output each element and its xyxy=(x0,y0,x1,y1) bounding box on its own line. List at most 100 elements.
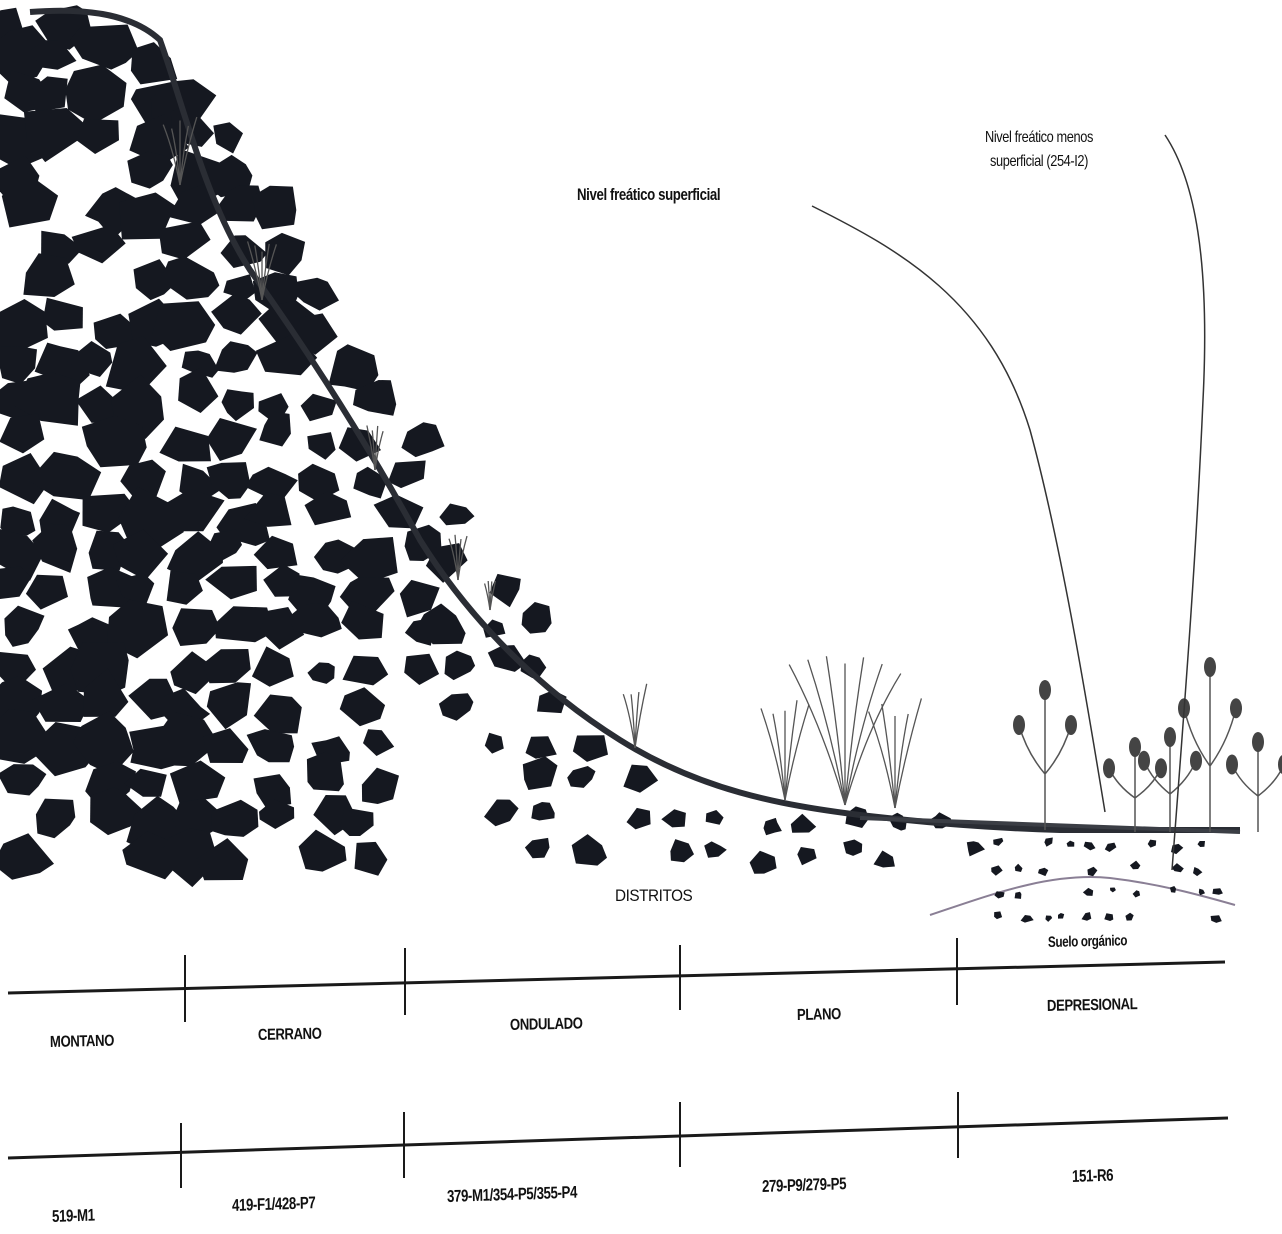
district-code-cerrano: 419-F1/428-P7 xyxy=(231,1193,316,1215)
grass-tuft xyxy=(867,698,923,809)
rock-fragment xyxy=(444,650,476,681)
rock-fragment xyxy=(873,850,895,868)
rock-fragment xyxy=(0,413,45,454)
grass-tuft xyxy=(788,656,902,806)
rock-fragment xyxy=(749,850,777,874)
rock-fragment xyxy=(166,531,223,583)
rock-fragment xyxy=(626,807,651,830)
rock-fragment xyxy=(1193,867,1203,877)
rock-fragment xyxy=(489,573,521,608)
rock-fragment xyxy=(253,535,298,570)
rock-fragment xyxy=(289,603,342,638)
rock-fragment xyxy=(83,668,129,717)
grass-tuft xyxy=(448,534,468,581)
rock-fragment xyxy=(181,350,219,378)
rock-fragment xyxy=(298,829,347,872)
rock-fragment xyxy=(202,649,251,684)
rock-fragment xyxy=(571,834,607,866)
rock-fragment xyxy=(0,566,32,599)
marsh-plant xyxy=(1013,680,1077,830)
organic-soil-label: Suelo orgánico xyxy=(1047,932,1128,951)
water-table-deeper-pointer xyxy=(1164,134,1206,871)
rock-fragment xyxy=(13,372,81,426)
rock-fragment xyxy=(87,566,137,608)
rock-fragment xyxy=(221,389,254,422)
rock-fragment xyxy=(105,336,167,394)
rock-fragment xyxy=(1014,863,1023,872)
rock-fragment xyxy=(404,653,440,685)
rock-fragment xyxy=(1212,888,1223,895)
rock-fragment xyxy=(82,493,138,533)
rock-fragment xyxy=(65,64,127,124)
rock-fragment xyxy=(1132,890,1141,898)
rock-fragment xyxy=(1045,915,1053,922)
rock-fragment xyxy=(30,40,77,70)
district-name-montano: MONTANO xyxy=(49,1032,115,1051)
rock-fragment xyxy=(790,813,817,833)
rock-fragment xyxy=(251,646,294,687)
rock-fragment xyxy=(0,764,47,796)
rock-fragment xyxy=(1125,912,1134,921)
rock-fragment xyxy=(75,385,124,424)
rock-fragment xyxy=(300,393,337,422)
rock-fragment xyxy=(167,182,221,225)
rock-fragment xyxy=(1087,866,1098,877)
rock-fragment xyxy=(0,299,48,351)
rock-fragment xyxy=(487,645,527,672)
district-name-plano: PLANO xyxy=(796,1006,841,1024)
rock-fragment xyxy=(484,799,519,827)
rock-fragment xyxy=(531,802,555,821)
rock-fragment xyxy=(388,460,426,489)
rock-fragment xyxy=(994,911,1003,920)
district-name-ondulado: ONDULADO xyxy=(509,1015,583,1034)
rock-fragment xyxy=(353,466,387,499)
rock-fragment xyxy=(205,565,257,600)
grass-tuft xyxy=(366,425,384,471)
rock-fragment xyxy=(244,492,292,527)
rock-fragment xyxy=(1104,913,1114,921)
rock-fragment xyxy=(28,451,102,501)
rock-fragment xyxy=(127,151,173,189)
rock-fragment xyxy=(439,503,475,526)
rock-fragment xyxy=(35,798,76,839)
rock-fragment xyxy=(206,682,251,730)
rock-fragment xyxy=(298,463,340,502)
grass-tuft xyxy=(622,683,648,749)
rock-fragment xyxy=(253,774,292,808)
rock-fragment xyxy=(522,756,558,790)
rock-fragment xyxy=(158,221,211,260)
rock-fragment xyxy=(0,506,36,536)
rock-fragment xyxy=(438,693,474,721)
rock-fragment xyxy=(126,795,188,849)
rock-fragment xyxy=(0,833,54,880)
marsh-plant xyxy=(1178,657,1242,832)
rock-fragment xyxy=(417,603,466,645)
rock-fragment xyxy=(119,192,176,240)
district-name-depresional: DEPRESIONAL xyxy=(1046,996,1138,1015)
rock-fragment xyxy=(1020,915,1034,923)
rock-fragment xyxy=(1044,837,1053,847)
rock-fragment xyxy=(115,573,155,606)
slope-ground-line xyxy=(29,7,1240,833)
rock-fragment xyxy=(342,655,389,686)
rock-fragment xyxy=(66,341,113,377)
rock-fragment xyxy=(246,729,295,763)
rock-fragment xyxy=(259,411,291,447)
organic-soil-line xyxy=(929,876,1236,916)
rock-fragment xyxy=(521,602,552,634)
district-code-plano: 279-P9/279-P5 xyxy=(761,1174,847,1196)
rock-fragment xyxy=(166,570,203,605)
table-top-line xyxy=(7,960,1226,995)
rock-fragment xyxy=(170,651,211,695)
rock-fragment xyxy=(216,185,264,222)
rock-fragment xyxy=(70,24,139,70)
rock-fragment xyxy=(1,172,59,228)
rock-fragment xyxy=(259,799,295,829)
rock-fragment xyxy=(73,711,134,776)
rock-fragment xyxy=(122,831,177,880)
rock-fragment xyxy=(1038,867,1049,877)
rock-fragment xyxy=(202,728,249,763)
rock-fragment xyxy=(704,841,727,858)
rock-fragment xyxy=(304,491,352,526)
rock-fragment xyxy=(152,301,216,351)
